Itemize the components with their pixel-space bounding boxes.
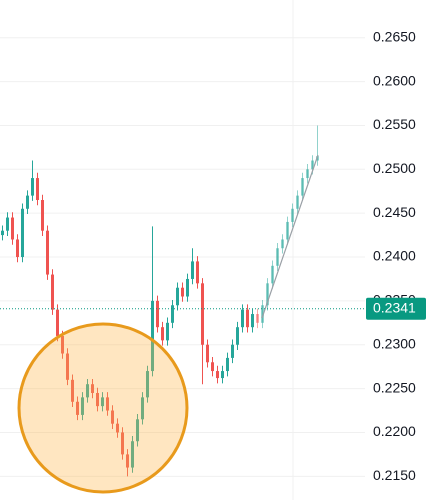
last-price-box [366,297,426,320]
candle-body [221,371,224,379]
candle-body [196,261,199,284]
candle-body [191,261,194,279]
candle-body [36,178,39,200]
candle-body [236,327,239,345]
candle-body [301,178,304,196]
candle-body [121,432,124,455]
y-tick-label: 0.2250 [373,379,416,395]
candle-body [266,283,269,306]
candle-body [31,178,34,196]
candle-body [126,454,129,468]
candle-body [61,335,64,354]
candle-body [21,208,24,258]
trend-line [261,154,319,319]
candle-body [71,379,74,402]
candle-body [176,287,179,306]
candle-body [296,195,299,209]
y-tick-label: 0.2200 [373,423,416,439]
y-tick-label: 0.2500 [373,160,416,176]
y-tick-label: 0.2550 [373,116,416,132]
candle-body [226,357,229,372]
candle-body [231,344,234,358]
candle-body [131,441,134,468]
candle-body [281,239,284,249]
candle-body [1,230,4,236]
candle-body [11,217,14,240]
candle-body [246,309,249,328]
candle-body [136,419,139,442]
candle-body [261,305,264,323]
candle-body [81,397,84,415]
candle-body [166,322,169,341]
candle-body [106,397,109,411]
candle-body [316,156,319,161]
candle-body [276,248,279,266]
candle-body [271,265,274,284]
candle-body [146,371,149,398]
candle-body [66,353,69,380]
candle-body [76,401,79,415]
candle-body [101,397,104,407]
candle-body [91,384,94,393]
y-tick-label: 0.2150 [373,467,416,483]
candle-body [311,160,314,170]
candle-body [26,195,29,209]
candle-body [156,300,159,328]
y-tick-label: 0.2450 [373,204,416,220]
y-tick-label: 0.2600 [373,72,416,88]
candle-body [16,239,19,258]
candle-body [186,278,189,297]
candle-body [116,423,119,433]
candle-body [206,344,209,363]
candle-body [201,283,204,345]
candle-body [111,410,114,424]
candle-body [241,309,244,328]
candle-body [216,371,219,379]
candle-body [251,314,254,328]
candle-body [56,309,59,336]
candle-body [286,221,289,240]
candle-body [291,208,294,222]
last-price-label: 0.2341 [373,299,416,315]
y-tick-label: 0.2300 [373,335,416,351]
y-tick-label: 0.2650 [373,28,416,44]
candle-body [161,327,164,341]
candle-body [51,274,54,310]
candle-body [86,384,89,398]
candle-body [6,217,9,231]
candle-body [96,392,99,407]
candle-body [181,287,184,297]
candle-body [151,300,154,372]
candle-body [41,200,44,231]
y-tick-label: 0.2400 [373,248,416,264]
highlight-circle [17,322,189,494]
candle-body [171,305,174,323]
candle-body [256,314,259,323]
candle-body [141,397,144,420]
candle-body [211,362,214,372]
candle-body [306,169,309,179]
candle-body [46,230,49,275]
